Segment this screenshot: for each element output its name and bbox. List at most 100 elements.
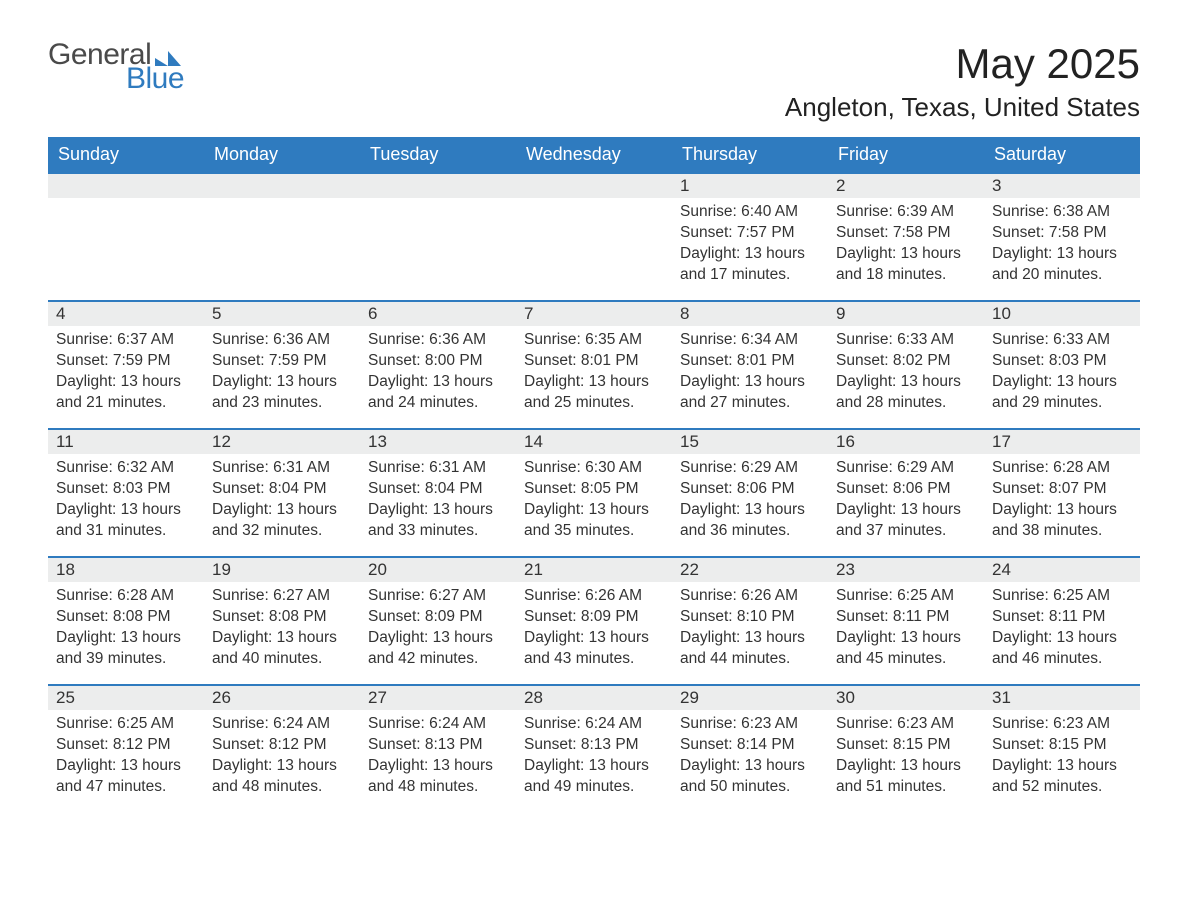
location-subtitle: Angleton, Texas, United States (785, 92, 1140, 123)
daylight-text: Daylight: 13 hours and 35 minutes. (524, 500, 664, 542)
calendar-day-cell: 17Sunrise: 6:28 AMSunset: 8:07 PMDayligh… (984, 429, 1140, 557)
sunset-text: Sunset: 8:00 PM (368, 351, 508, 372)
sunset-text: Sunset: 8:09 PM (524, 607, 664, 628)
calendar-day-cell: 14Sunrise: 6:30 AMSunset: 8:05 PMDayligh… (516, 429, 672, 557)
day-number: 11 (48, 430, 204, 454)
day-number (204, 174, 360, 198)
sunset-text: Sunset: 8:03 PM (992, 351, 1132, 372)
sunset-text: Sunset: 8:08 PM (212, 607, 352, 628)
calendar-day-cell: 11Sunrise: 6:32 AMSunset: 8:03 PMDayligh… (48, 429, 204, 557)
calendar-day-cell: 5Sunrise: 6:36 AMSunset: 7:59 PMDaylight… (204, 301, 360, 429)
sunset-text: Sunset: 8:12 PM (212, 735, 352, 756)
daylight-text: Daylight: 13 hours and 24 minutes. (368, 372, 508, 414)
sunrise-text: Sunrise: 6:25 AM (56, 714, 196, 735)
day-details (204, 198, 360, 268)
day-number: 1 (672, 174, 828, 198)
calendar-day-cell (360, 173, 516, 301)
day-details: Sunrise: 6:36 AMSunset: 7:59 PMDaylight:… (204, 326, 360, 420)
day-number: 3 (984, 174, 1140, 198)
day-number: 28 (516, 686, 672, 710)
brand-logo: General Blue (48, 40, 184, 94)
sunset-text: Sunset: 7:57 PM (680, 223, 820, 244)
day-details: Sunrise: 6:32 AMSunset: 8:03 PMDaylight:… (48, 454, 204, 548)
calendar-day-cell (204, 173, 360, 301)
daylight-text: Daylight: 13 hours and 27 minutes. (680, 372, 820, 414)
calendar-day-cell: 12Sunrise: 6:31 AMSunset: 8:04 PMDayligh… (204, 429, 360, 557)
daylight-text: Daylight: 13 hours and 20 minutes. (992, 244, 1132, 286)
sunrise-text: Sunrise: 6:24 AM (524, 714, 664, 735)
sunset-text: Sunset: 8:04 PM (368, 479, 508, 500)
sunrise-text: Sunrise: 6:35 AM (524, 330, 664, 351)
daylight-text: Daylight: 13 hours and 32 minutes. (212, 500, 352, 542)
daylight-text: Daylight: 13 hours and 18 minutes. (836, 244, 976, 286)
day-number (48, 174, 204, 198)
daylight-text: Daylight: 13 hours and 40 minutes. (212, 628, 352, 670)
weekday-header: Monday (204, 137, 360, 173)
calendar-day-cell: 4Sunrise: 6:37 AMSunset: 7:59 PMDaylight… (48, 301, 204, 429)
sunset-text: Sunset: 8:09 PM (368, 607, 508, 628)
day-number: 10 (984, 302, 1140, 326)
daylight-text: Daylight: 13 hours and 45 minutes. (836, 628, 976, 670)
sunset-text: Sunset: 8:05 PM (524, 479, 664, 500)
sunset-text: Sunset: 7:59 PM (56, 351, 196, 372)
calendar-day-cell: 10Sunrise: 6:33 AMSunset: 8:03 PMDayligh… (984, 301, 1140, 429)
sunrise-text: Sunrise: 6:36 AM (212, 330, 352, 351)
calendar-week-row: 18Sunrise: 6:28 AMSunset: 8:08 PMDayligh… (48, 557, 1140, 685)
calendar-day-cell: 24Sunrise: 6:25 AMSunset: 8:11 PMDayligh… (984, 557, 1140, 685)
calendar-day-cell: 7Sunrise: 6:35 AMSunset: 8:01 PMDaylight… (516, 301, 672, 429)
day-details: Sunrise: 6:38 AMSunset: 7:58 PMDaylight:… (984, 198, 1140, 292)
calendar-week-row: 4Sunrise: 6:37 AMSunset: 7:59 PMDaylight… (48, 301, 1140, 429)
day-number: 15 (672, 430, 828, 454)
sunset-text: Sunset: 7:58 PM (992, 223, 1132, 244)
daylight-text: Daylight: 13 hours and 49 minutes. (524, 756, 664, 798)
daylight-text: Daylight: 13 hours and 23 minutes. (212, 372, 352, 414)
daylight-text: Daylight: 13 hours and 21 minutes. (56, 372, 196, 414)
daylight-text: Daylight: 13 hours and 48 minutes. (212, 756, 352, 798)
calendar-day-cell: 25Sunrise: 6:25 AMSunset: 8:12 PMDayligh… (48, 685, 204, 813)
day-details: Sunrise: 6:28 AMSunset: 8:07 PMDaylight:… (984, 454, 1140, 548)
calendar-day-cell: 3Sunrise: 6:38 AMSunset: 7:58 PMDaylight… (984, 173, 1140, 301)
day-details: Sunrise: 6:29 AMSunset: 8:06 PMDaylight:… (672, 454, 828, 548)
daylight-text: Daylight: 13 hours and 48 minutes. (368, 756, 508, 798)
sunset-text: Sunset: 8:03 PM (56, 479, 196, 500)
daylight-text: Daylight: 13 hours and 39 minutes. (56, 628, 196, 670)
sunset-text: Sunset: 8:15 PM (836, 735, 976, 756)
calendar-week-row: 11Sunrise: 6:32 AMSunset: 8:03 PMDayligh… (48, 429, 1140, 557)
sunset-text: Sunset: 8:04 PM (212, 479, 352, 500)
calendar-table: SundayMondayTuesdayWednesdayThursdayFrid… (48, 137, 1140, 813)
day-details: Sunrise: 6:24 AMSunset: 8:12 PMDaylight:… (204, 710, 360, 804)
sunset-text: Sunset: 8:01 PM (524, 351, 664, 372)
day-number: 21 (516, 558, 672, 582)
day-details: Sunrise: 6:33 AMSunset: 8:02 PMDaylight:… (828, 326, 984, 420)
weekday-header: Thursday (672, 137, 828, 173)
sunrise-text: Sunrise: 6:29 AM (836, 458, 976, 479)
calendar-day-cell: 6Sunrise: 6:36 AMSunset: 8:00 PMDaylight… (360, 301, 516, 429)
daylight-text: Daylight: 13 hours and 29 minutes. (992, 372, 1132, 414)
day-details: Sunrise: 6:25 AMSunset: 8:11 PMDaylight:… (984, 582, 1140, 676)
day-number: 26 (204, 686, 360, 710)
day-details: Sunrise: 6:33 AMSunset: 8:03 PMDaylight:… (984, 326, 1140, 420)
sunrise-text: Sunrise: 6:30 AM (524, 458, 664, 479)
day-number: 8 (672, 302, 828, 326)
day-details: Sunrise: 6:27 AMSunset: 8:08 PMDaylight:… (204, 582, 360, 676)
calendar-day-cell: 15Sunrise: 6:29 AMSunset: 8:06 PMDayligh… (672, 429, 828, 557)
day-details (360, 198, 516, 268)
day-details: Sunrise: 6:29 AMSunset: 8:06 PMDaylight:… (828, 454, 984, 548)
day-details: Sunrise: 6:31 AMSunset: 8:04 PMDaylight:… (204, 454, 360, 548)
daylight-text: Daylight: 13 hours and 44 minutes. (680, 628, 820, 670)
day-details: Sunrise: 6:25 AMSunset: 8:11 PMDaylight:… (828, 582, 984, 676)
day-number: 19 (204, 558, 360, 582)
day-details (48, 198, 204, 268)
sunrise-text: Sunrise: 6:23 AM (836, 714, 976, 735)
calendar-day-cell: 27Sunrise: 6:24 AMSunset: 8:13 PMDayligh… (360, 685, 516, 813)
sunrise-text: Sunrise: 6:33 AM (992, 330, 1132, 351)
calendar-day-cell: 18Sunrise: 6:28 AMSunset: 8:08 PMDayligh… (48, 557, 204, 685)
weekday-header: Friday (828, 137, 984, 173)
sunset-text: Sunset: 8:12 PM (56, 735, 196, 756)
calendar-day-cell: 20Sunrise: 6:27 AMSunset: 8:09 PMDayligh… (360, 557, 516, 685)
sunset-text: Sunset: 7:59 PM (212, 351, 352, 372)
calendar-day-cell: 30Sunrise: 6:23 AMSunset: 8:15 PMDayligh… (828, 685, 984, 813)
sunrise-text: Sunrise: 6:27 AM (368, 586, 508, 607)
day-number: 25 (48, 686, 204, 710)
day-number: 22 (672, 558, 828, 582)
